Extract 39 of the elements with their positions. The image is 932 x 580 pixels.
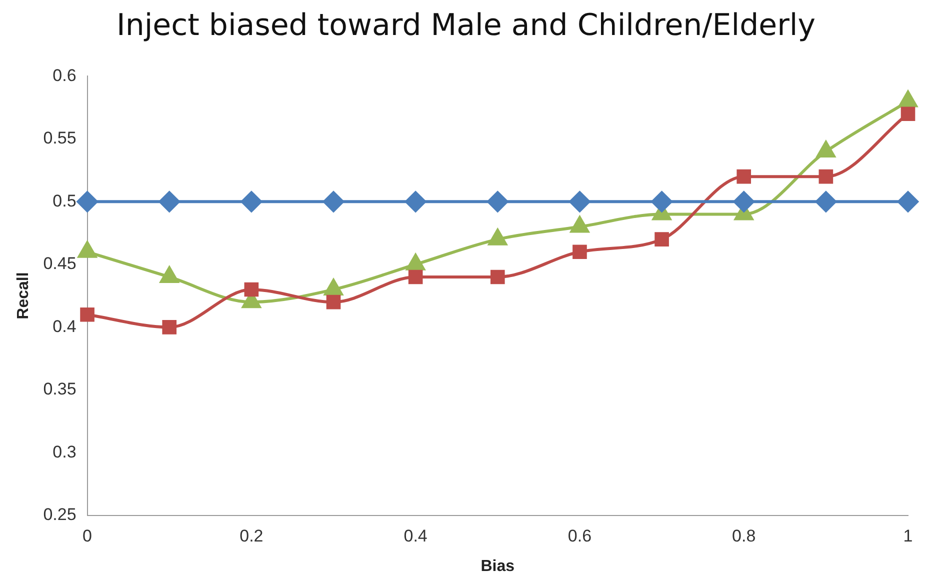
y-tick-label: 0.35	[43, 380, 76, 399]
point	[405, 191, 426, 212]
x-tick-label: 0.6	[568, 526, 592, 546]
point	[323, 191, 344, 212]
point	[162, 320, 177, 334]
point	[818, 169, 834, 184]
point	[569, 191, 590, 212]
point	[408, 270, 423, 284]
y-tick-label: 0.25	[43, 505, 76, 524]
chart-title: Inject biased toward Male and Children/Elderly	[115, 8, 816, 43]
x-tick-label: 1	[903, 526, 913, 546]
y-tick-label: 0.4	[52, 316, 76, 336]
y-tick-label: 0.5	[52, 191, 76, 210]
point	[158, 191, 180, 212]
point	[651, 191, 672, 212]
y-axis-title: Recall	[15, 272, 32, 320]
point	[654, 232, 669, 246]
point	[733, 191, 754, 212]
point	[80, 307, 94, 322]
x-tick-label: 0	[82, 526, 92, 546]
point	[326, 294, 341, 310]
x-tick-label: 0.8	[732, 526, 756, 546]
x-tick-label: 0.4	[404, 526, 428, 546]
point	[240, 191, 262, 212]
point	[487, 191, 508, 212]
x-axis-title: Bias	[480, 558, 515, 575]
y-tick-label: 0.3	[52, 442, 76, 462]
y-tick-label: 0.55	[43, 128, 76, 148]
point	[815, 191, 836, 212]
y-tick-label: 0.6	[52, 66, 76, 85]
x-tick-label: 0.2	[240, 526, 264, 546]
point	[244, 282, 259, 297]
point	[572, 244, 587, 260]
point	[900, 106, 916, 122]
y-tick-label: 0.45	[43, 254, 76, 274]
point	[76, 191, 98, 212]
point	[490, 270, 505, 284]
point	[736, 169, 752, 184]
point	[898, 191, 918, 212]
